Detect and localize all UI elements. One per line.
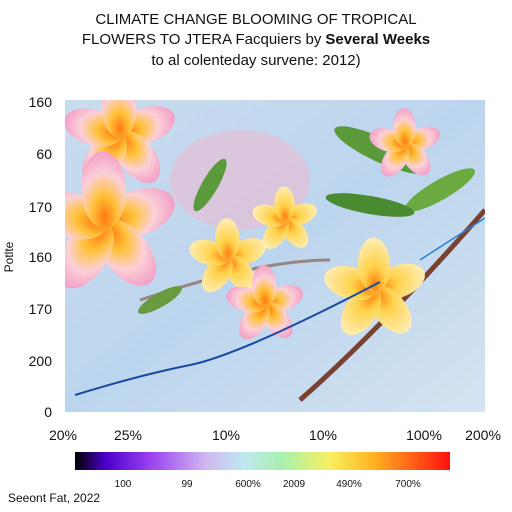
x-tick-label: 100%: [406, 427, 442, 443]
petal: [101, 100, 137, 138]
title-line: FLOWERS TO JTERA Facquiers by Several Wee…: [82, 31, 430, 48]
petal: [81, 151, 127, 229]
x-tick-label: 20%: [49, 427, 77, 443]
colorbar-label: 2009: [283, 479, 306, 490]
colorbar-label: 99: [181, 479, 193, 490]
x-tick-label: 10%: [309, 427, 337, 443]
y-tick-label: 200: [29, 353, 53, 369]
petal: [215, 218, 240, 260]
flower: [324, 237, 425, 336]
petal: [358, 237, 391, 293]
y-axis-label: Potlte: [2, 241, 16, 272]
colorbar-label: 700%: [395, 479, 421, 490]
flower: [189, 218, 266, 293]
footer: Seeont Fat, 2022: [8, 491, 100, 505]
y-tick-label: 170: [29, 199, 53, 215]
colorbar-label: 600%: [235, 479, 261, 490]
flower: [369, 108, 440, 177]
y-tick-label: 60: [36, 146, 52, 162]
y-tick-label: 170: [29, 301, 53, 317]
colorbar-label: 100: [115, 479, 132, 490]
flower: [252, 186, 317, 249]
y-tick-label: 0: [44, 404, 52, 420]
petal: [252, 265, 277, 307]
title-bold: Several Weeks: [325, 31, 430, 48]
colorbar: [75, 452, 450, 470]
flower: [65, 151, 175, 289]
colorbar-label: 490%: [336, 479, 362, 490]
y-tick-label: 160: [29, 249, 53, 265]
title-line: to al colenteday survene: 2012): [151, 52, 360, 69]
petal: [274, 186, 295, 222]
x-tick-label: 25%: [114, 427, 142, 443]
title-line: CLIMATE CHANGE BLOOMING OF TROPICAL: [95, 11, 416, 28]
title-part: FLOWERS TO JTERA Facquiers by: [82, 31, 322, 48]
x-tick-label: 10%: [212, 427, 240, 443]
petal: [393, 108, 416, 147]
x-tick-label: 200%: [465, 427, 501, 443]
y-tick-label: 160: [29, 94, 53, 110]
photo: [65, 100, 485, 412]
